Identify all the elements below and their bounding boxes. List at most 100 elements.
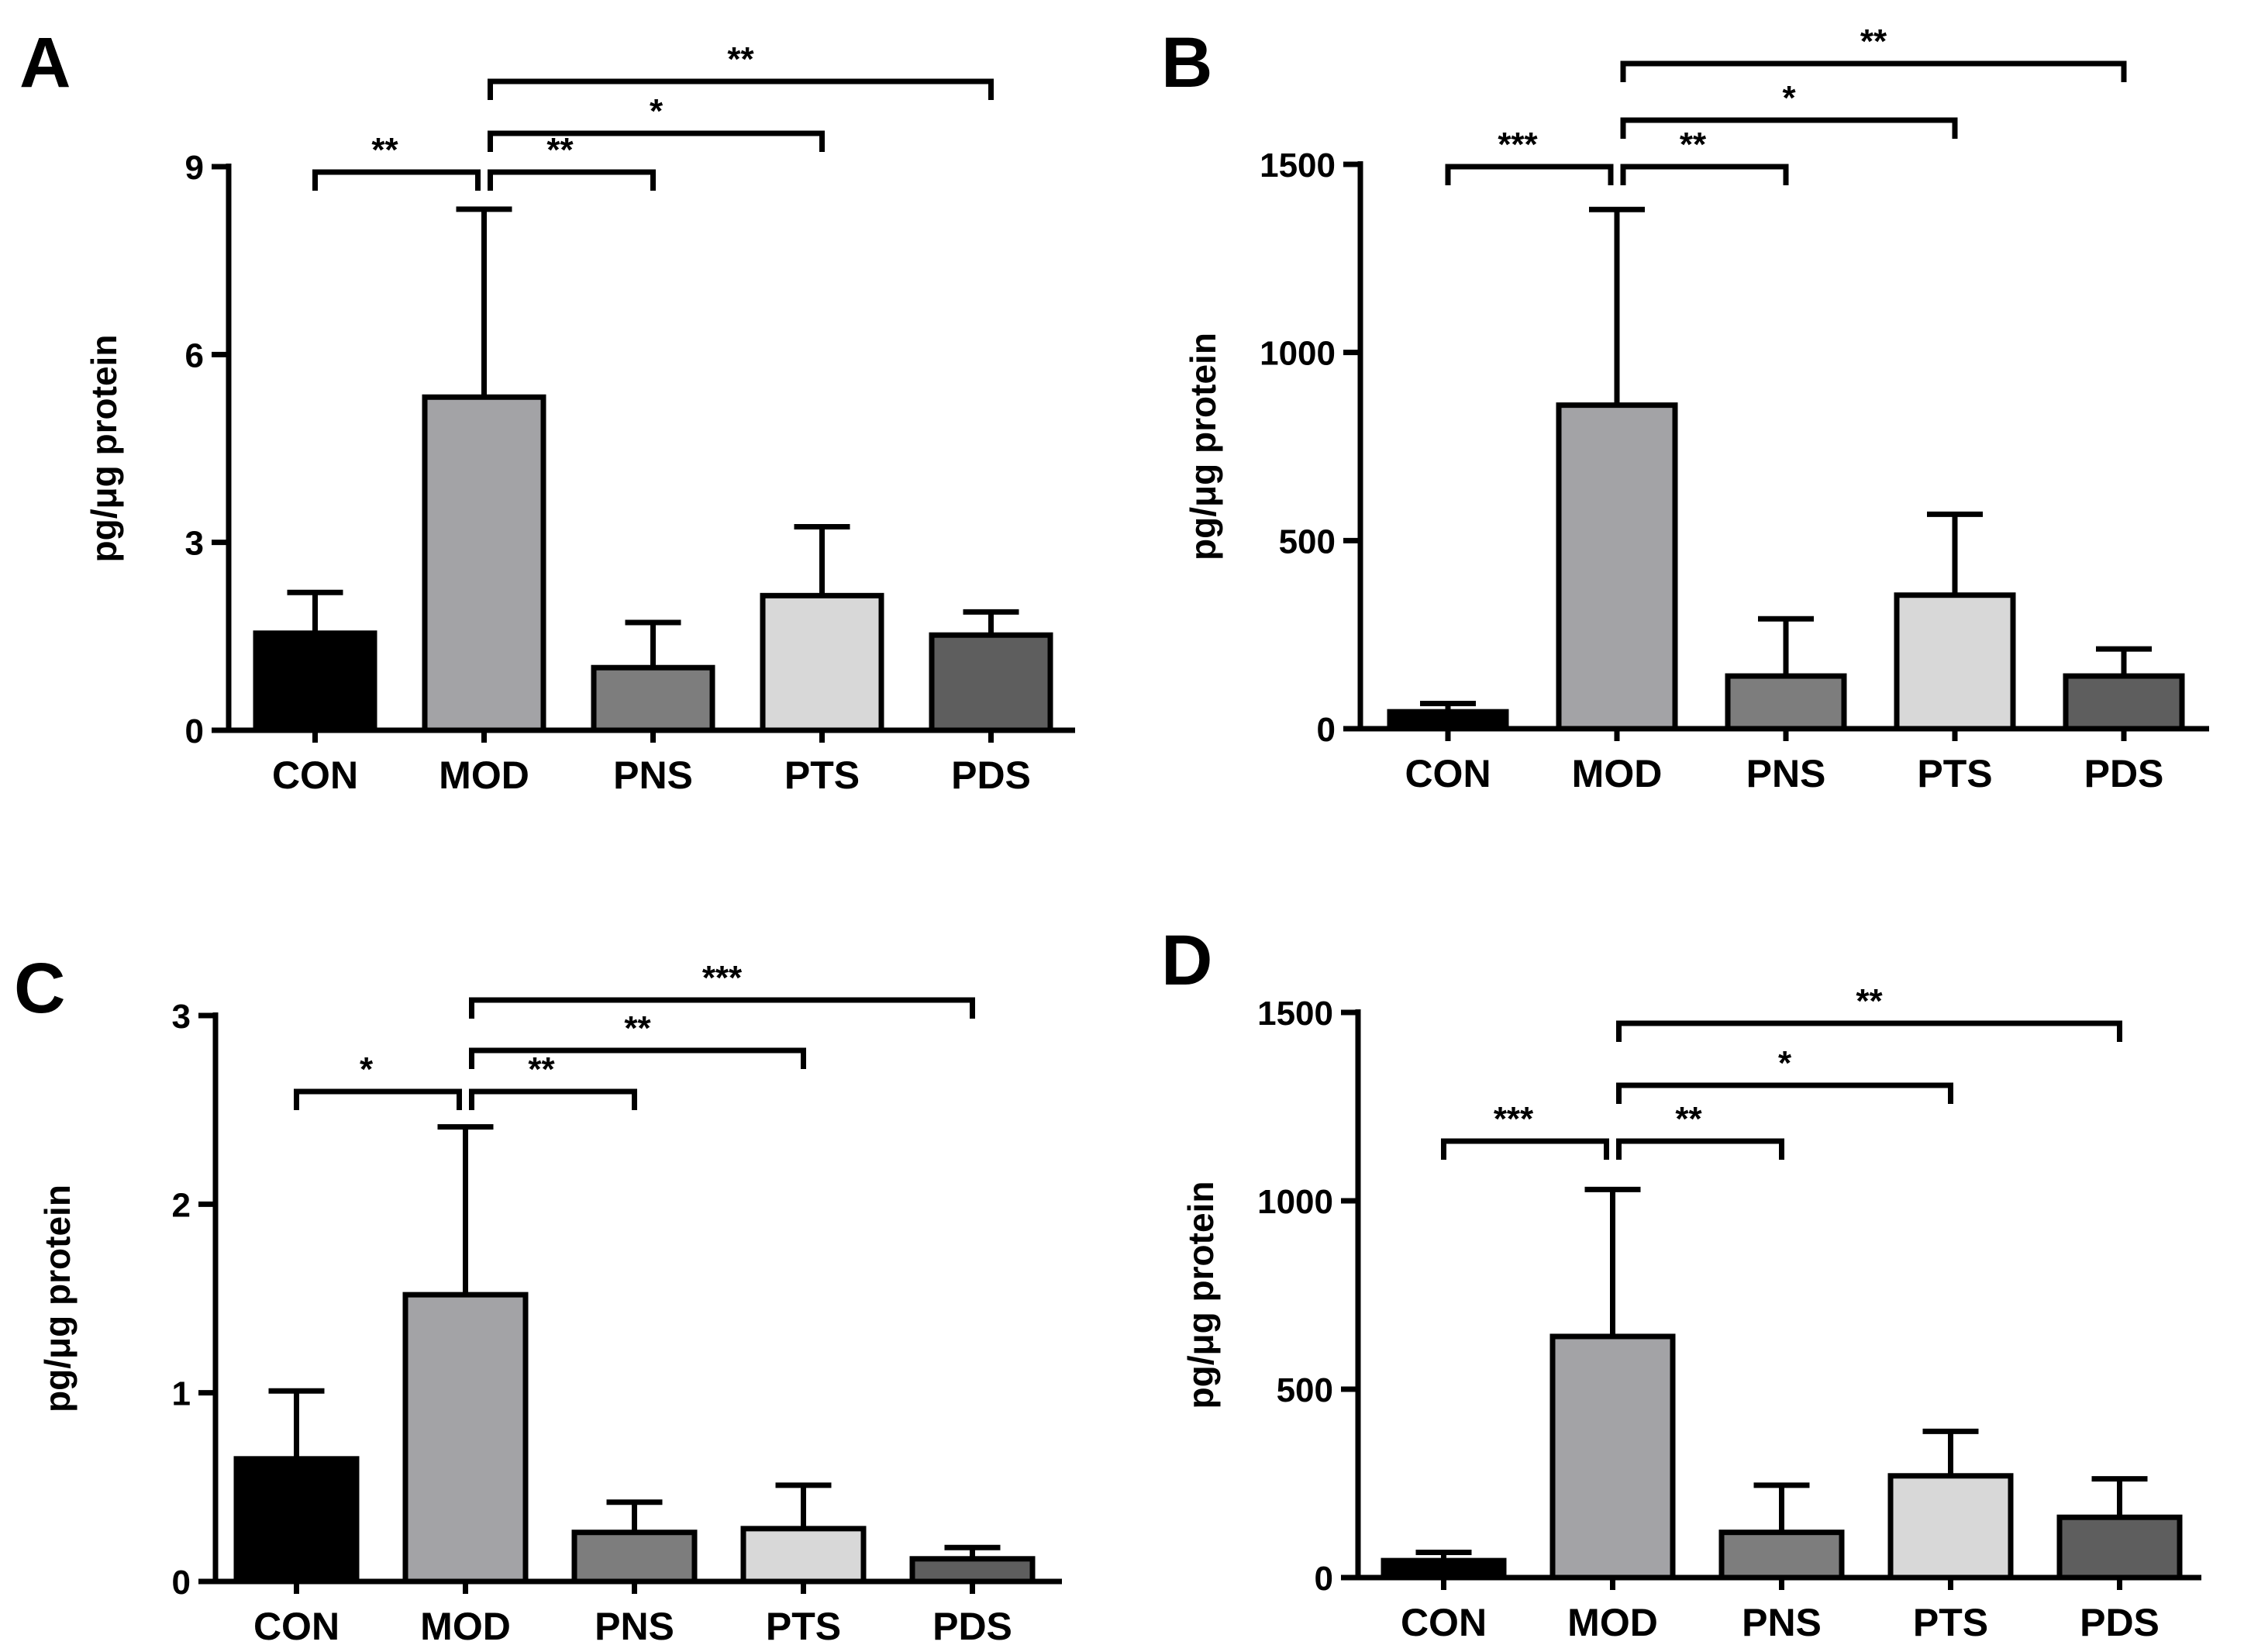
significance-label: * xyxy=(650,92,664,130)
bar-pns xyxy=(591,664,715,733)
y-axis-title: pg/μg protein xyxy=(1181,1181,1221,1409)
y-tick-label: 1500 xyxy=(1260,147,1336,185)
significance-bracket-mod-pts xyxy=(469,1047,806,1069)
bar-mod xyxy=(1556,402,1678,732)
significance-bracket-con-mod xyxy=(1441,1138,1609,1160)
panel-letter: D xyxy=(1161,921,1212,1000)
y-axis-title: pg/μg protein xyxy=(84,335,124,563)
bar-pds xyxy=(929,632,1053,733)
significance-label: ** xyxy=(1680,126,1707,164)
significance-label: *** xyxy=(1498,126,1538,164)
significance-label: *** xyxy=(1494,1100,1534,1138)
panel-letter: A xyxy=(19,23,71,102)
significance-bracket-mod-pds xyxy=(469,997,975,1019)
significance-label: * xyxy=(1778,1044,1792,1082)
bar-pds xyxy=(909,1556,1036,1585)
bar-pds xyxy=(2056,1514,2183,1581)
bar-mod xyxy=(402,1292,529,1585)
bar-pds xyxy=(2063,673,2185,732)
y-tick-label: 3 xyxy=(172,998,191,1036)
significance-bracket-mod-pds xyxy=(488,78,994,100)
significance-label: ** xyxy=(624,1009,651,1047)
significance-label: ** xyxy=(528,1050,555,1088)
y-tick-label: 0 xyxy=(185,712,204,750)
y-tick-label: 500 xyxy=(1277,1371,1333,1409)
significance-label: ** xyxy=(1675,1100,1702,1138)
significance-bracket-con-mod xyxy=(1445,164,1614,185)
y-axis-title: pg/μg protein xyxy=(1183,333,1223,560)
x-tick-label-con: CON xyxy=(272,754,358,797)
x-tick-label-pns: PNS xyxy=(1746,752,1826,795)
chart-panel-d: Dpg/μg protein CON MOD PNS PTS PDS 0 500 1000 150… xyxy=(1161,921,2201,1644)
bar-mod xyxy=(1549,1333,1676,1581)
x-tick-label-mod: MOD xyxy=(420,1605,511,1648)
panel-letter: C xyxy=(14,949,65,1028)
x-tick-label-pds: PDS xyxy=(932,1605,1012,1648)
significance-bracket-mod-pns xyxy=(1616,1138,1784,1160)
chart-panel-b: Bpg/μg protein CON MOD PNS PTS PDS 0 500 1000 150… xyxy=(1161,22,2209,795)
significance-bracket-mod-pts xyxy=(1620,117,1958,139)
x-tick-label-pts: PTS xyxy=(1917,752,1992,795)
significance-bracket-mod-pns xyxy=(488,169,656,191)
bar-pns xyxy=(571,1530,698,1585)
x-tick-label-con: CON xyxy=(1405,752,1491,795)
significance-bracket-con-mod xyxy=(312,169,481,191)
x-tick-label-pns: PNS xyxy=(1742,1601,1822,1644)
significance-label: ** xyxy=(1856,982,1883,1020)
significance-bracket-mod-pts xyxy=(1616,1082,1953,1104)
y-tick-label: 3 xyxy=(185,525,204,563)
significance-bracket-mod-pds xyxy=(1616,1020,2122,1042)
significance-label: ** xyxy=(1860,22,1887,60)
bar-pns xyxy=(1725,673,1847,732)
bar-pts xyxy=(1887,1473,2014,1581)
x-tick-label-con: CON xyxy=(1401,1601,1487,1644)
x-tick-label-pts: PTS xyxy=(784,754,860,797)
y-axis-title: pg/μg protein xyxy=(37,1185,78,1412)
y-tick-label: 2 xyxy=(172,1186,191,1224)
y-tick-label: 6 xyxy=(185,336,204,374)
y-tick-label: 0 xyxy=(1317,711,1336,749)
x-tick-label-pds: PDS xyxy=(951,754,1031,797)
y-tick-label: 500 xyxy=(1279,523,1336,560)
x-tick-label-mod: MOD xyxy=(1567,1601,1658,1644)
y-tick-label: 1 xyxy=(172,1375,191,1413)
y-tick-label: 1000 xyxy=(1260,335,1336,373)
significance-label: ** xyxy=(371,131,398,169)
y-tick-label: 1000 xyxy=(1257,1183,1333,1221)
x-tick-label-pds: PDS xyxy=(2084,752,2164,795)
significance-label: ** xyxy=(727,40,754,78)
x-tick-label-mod: MOD xyxy=(1572,752,1663,795)
significance-label: ** xyxy=(546,131,574,169)
bar-pts xyxy=(740,1526,867,1585)
y-tick-label: 0 xyxy=(172,1564,191,1602)
x-tick-label-mod: MOD xyxy=(439,754,529,797)
y-tick-label: 1500 xyxy=(1257,995,1333,1033)
x-tick-label-pts: PTS xyxy=(1913,1601,1988,1644)
significance-label: * xyxy=(360,1050,374,1088)
significance-label: * xyxy=(1782,79,1796,117)
bar-con xyxy=(253,630,377,733)
x-tick-label-pds: PDS xyxy=(2080,1601,2160,1644)
bar-con xyxy=(233,1456,360,1585)
bar-mod xyxy=(422,394,546,733)
significance-bracket-mod-pds xyxy=(1620,60,2127,82)
significance-bracket-mod-pns xyxy=(469,1088,637,1110)
significance-bracket-con-mod xyxy=(294,1088,462,1110)
x-tick-label-pts: PTS xyxy=(766,1605,841,1648)
significance-label: *** xyxy=(702,959,743,997)
panel-letter: B xyxy=(1161,23,1212,102)
y-tick-label: 0 xyxy=(1315,1560,1333,1598)
significance-bracket-mod-pts xyxy=(488,130,825,152)
significance-bracket-mod-pns xyxy=(1620,164,1789,185)
x-tick-label-pns: PNS xyxy=(613,754,693,797)
x-tick-label-pns: PNS xyxy=(595,1605,674,1648)
bar-pns xyxy=(1718,1530,1845,1581)
x-tick-label-con: CON xyxy=(253,1605,340,1648)
bar-pts xyxy=(760,592,884,733)
bar-pts xyxy=(1894,592,2016,732)
y-tick-label: 9 xyxy=(185,149,204,187)
